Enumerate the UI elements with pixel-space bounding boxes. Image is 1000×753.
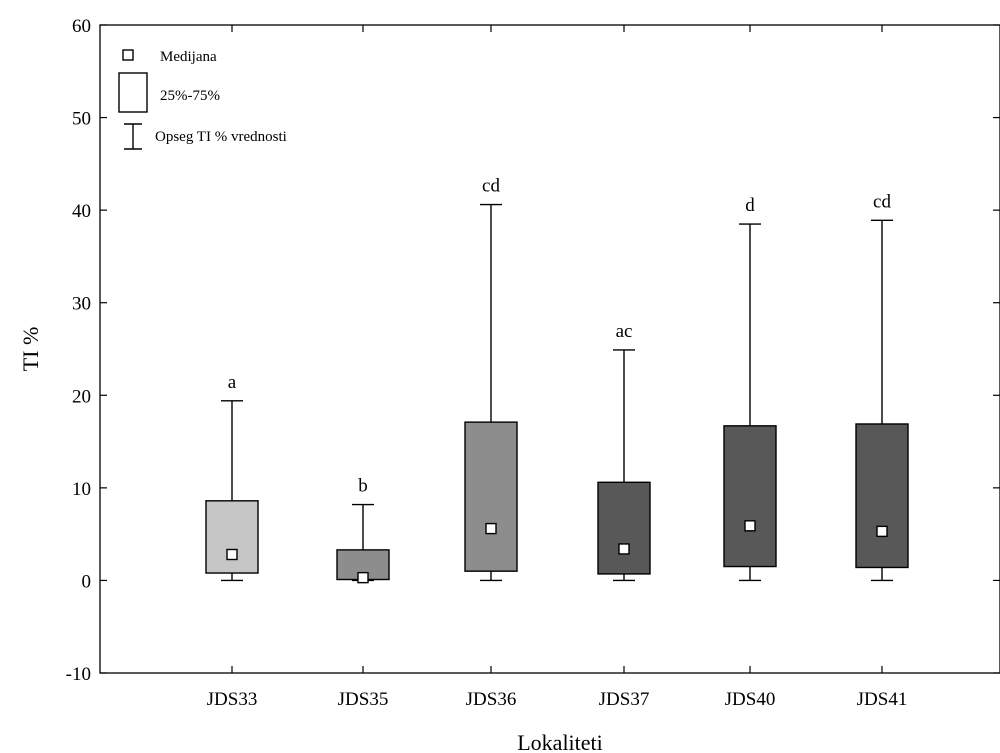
box-group-jds41: cd	[855, 191, 909, 582]
plot-frame	[99, 24, 1000, 674]
median-marker	[744, 520, 756, 532]
significance-label: b	[358, 476, 368, 497]
median-marker	[226, 548, 238, 561]
iqr-box	[205, 500, 259, 574]
median-marker	[876, 525, 888, 538]
y-axis: -10 0 10 20 30 40 50 60	[66, 16, 1000, 685]
median-marker	[357, 571, 369, 584]
significance-label: cd	[873, 191, 891, 212]
x-axis: JDS33 JDS35 JDS36 JDS37 JDS40 JDS41	[207, 25, 908, 710]
x-tick-label: JDS41	[857, 689, 908, 710]
legend-median-symbol	[122, 49, 134, 61]
median-marker	[618, 543, 630, 555]
y-axis-title: TI %	[18, 327, 43, 372]
significance-label: d	[745, 195, 755, 216]
legend: Medijana 25%-75% Opseg TI % vrednosti	[118, 49, 287, 150]
x-tick-label: JDS35	[338, 689, 389, 710]
y-tick-label: 0	[82, 571, 92, 592]
legend-median-label: Medijana	[160, 49, 217, 65]
box-group-jds33: a	[205, 372, 259, 582]
iqr-box	[464, 421, 518, 572]
significance-label: a	[228, 372, 237, 393]
box-group-jds37: ac	[597, 321, 651, 582]
y-tick-label: 30	[72, 294, 91, 315]
y-tick-label: 40	[72, 201, 91, 222]
legend-whisker-symbol	[124, 123, 142, 150]
median-marker	[485, 522, 497, 535]
iqr-box	[855, 423, 909, 569]
x-axis-title: Lokaliteti	[517, 730, 603, 753]
iqr-box	[597, 481, 651, 575]
legend-box-label: 25%-75%	[160, 88, 220, 104]
box-group-jds35: b	[336, 476, 390, 584]
significance-label: ac	[616, 321, 633, 342]
y-tick-label: -10	[66, 664, 91, 685]
y-tick-label: 50	[72, 109, 91, 130]
x-tick-label: JDS40	[725, 689, 776, 710]
legend-box-symbol	[118, 72, 148, 113]
x-tick-label: JDS37	[599, 689, 650, 710]
iqr-box	[723, 425, 777, 568]
legend-whisker-label: Opseg TI % vrednosti	[155, 129, 287, 145]
y-tick-label: 60	[72, 16, 91, 37]
x-tick-label: JDS33	[207, 689, 258, 710]
significance-label: cd	[482, 176, 500, 197]
x-tick-label: JDS36	[466, 689, 517, 710]
y-tick-label: 20	[72, 386, 91, 407]
boxes: a b cd ac d cd	[205, 176, 909, 584]
box-group-jds40: d	[723, 195, 777, 582]
box-group-jds36: cd	[464, 176, 518, 582]
y-tick-label: 10	[72, 479, 91, 500]
